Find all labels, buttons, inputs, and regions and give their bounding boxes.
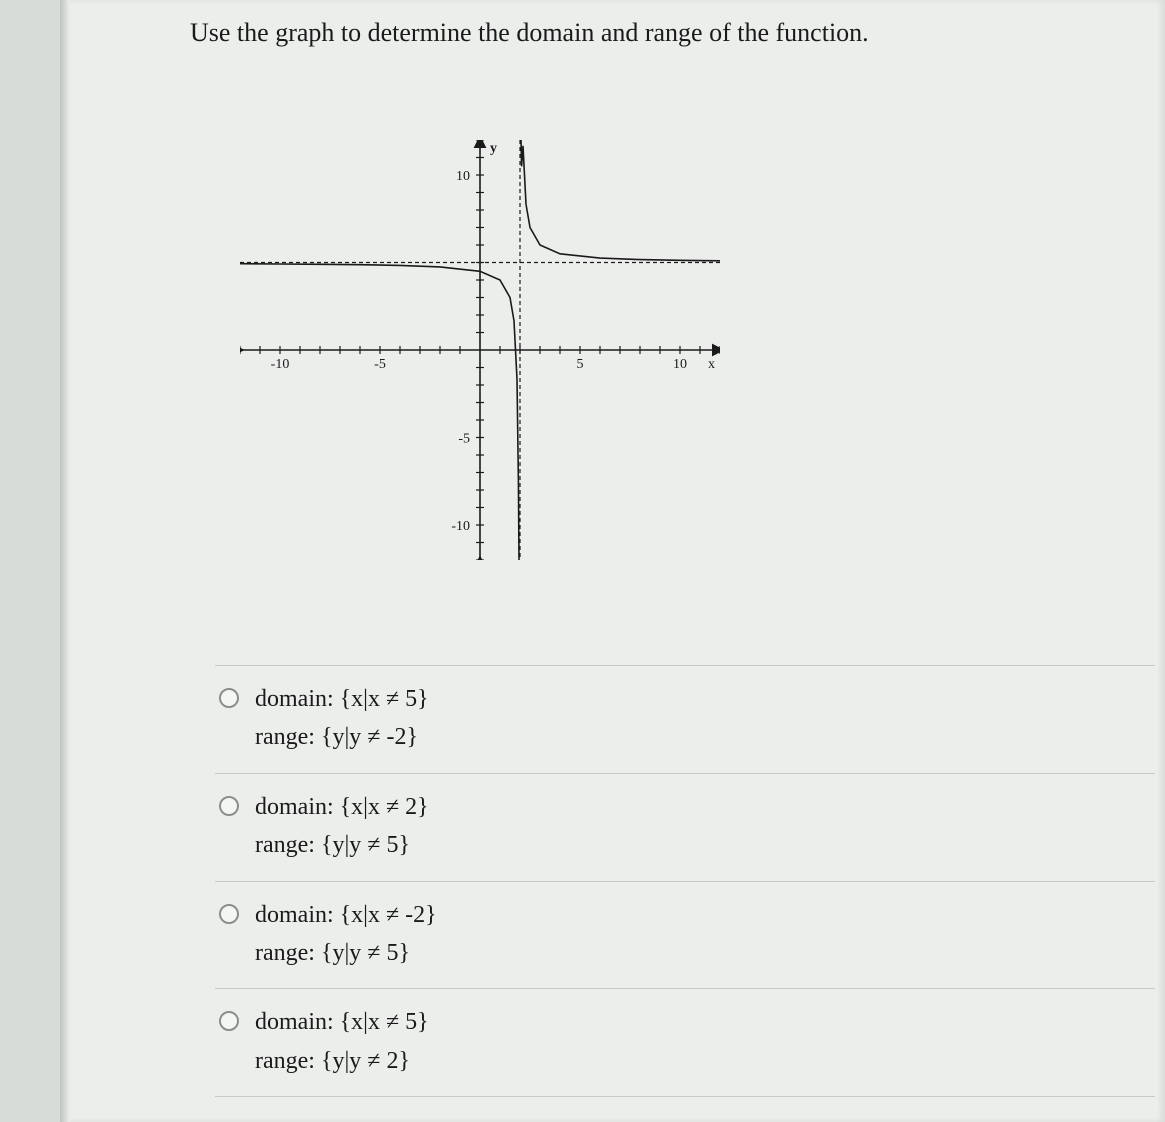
- svg-text:10: 10: [673, 357, 687, 372]
- question-prompt: Use the graph to determine the domain an…: [190, 18, 869, 48]
- svg-text:5: 5: [577, 357, 584, 372]
- option-c[interactable]: domain: {x|x ≠ -2} range: {y|y ≠ 5}: [215, 881, 1155, 989]
- option-d[interactable]: domain: {x|x ≠ 5} range: {y|y ≠ 2}: [215, 988, 1155, 1097]
- svg-text:-10: -10: [271, 357, 290, 372]
- radio-icon[interactable]: [219, 796, 239, 816]
- page: Use the graph to determine the domain an…: [70, 0, 1165, 1122]
- option-a[interactable]: domain: {x|x ≠ 5} range: {y|y ≠ -2}: [215, 665, 1155, 773]
- radio-icon[interactable]: [219, 688, 239, 708]
- radio-icon[interactable]: [219, 1011, 239, 1031]
- page-left-shadow: [60, 0, 70, 1122]
- svg-text:-10: -10: [451, 519, 470, 534]
- option-b[interactable]: domain: {x|x ≠ 2} range: {y|y ≠ 5}: [215, 773, 1155, 881]
- svg-text:y: y: [490, 141, 497, 156]
- graph-svg: -10 -5 5 10 -10 -5 10 x y: [240, 140, 720, 560]
- svg-text:-5: -5: [458, 432, 470, 447]
- function-graph: -10 -5 5 10 -10 -5 10 x y: [240, 140, 720, 560]
- option-domain: domain: {x|x ≠ 5}: [255, 680, 1155, 718]
- svg-text:-5: -5: [374, 357, 386, 372]
- radio-icon[interactable]: [219, 904, 239, 924]
- option-range: range: {y|y ≠ -2}: [255, 718, 1155, 756]
- option-domain: domain: {x|x ≠ 2}: [255, 788, 1155, 826]
- option-domain: domain: {x|x ≠ -2}: [255, 896, 1155, 934]
- svg-text:10: 10: [456, 169, 470, 184]
- option-domain: domain: {x|x ≠ 5}: [255, 1003, 1155, 1041]
- option-range: range: {y|y ≠ 5}: [255, 934, 1155, 972]
- svg-text:x: x: [708, 357, 715, 372]
- answer-options: domain: {x|x ≠ 5} range: {y|y ≠ -2} doma…: [215, 665, 1155, 1097]
- option-range: range: {y|y ≠ 2}: [255, 1042, 1155, 1080]
- option-range: range: {y|y ≠ 5}: [255, 826, 1155, 864]
